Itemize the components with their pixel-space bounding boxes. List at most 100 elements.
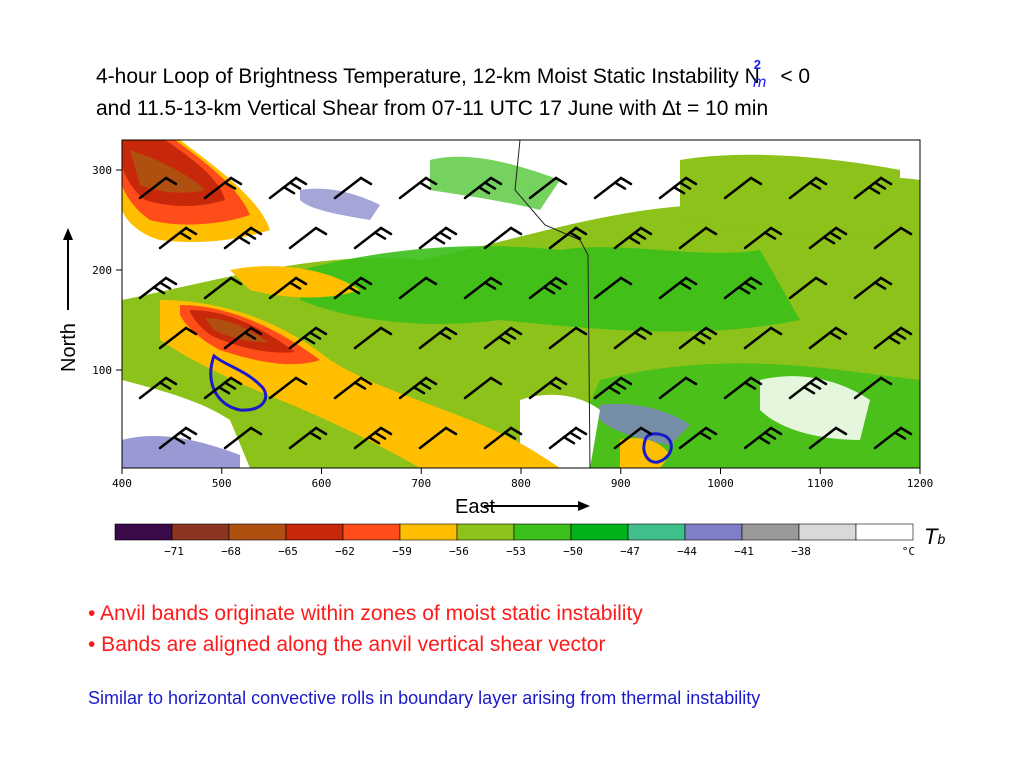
wind-barb [613, 226, 653, 250]
wind-barb [723, 176, 763, 200]
wind-barb [333, 276, 373, 300]
wind-barb [723, 376, 763, 400]
instability-contour [209, 353, 268, 412]
wind-barb [743, 426, 783, 450]
north-label: North [58, 323, 80, 372]
wind-barb [418, 326, 458, 350]
wind-barb [853, 376, 893, 400]
wind-barb [873, 426, 913, 450]
bullet-item: • Bands are aligned along the anvil vert… [88, 633, 606, 656]
wind-barb [853, 176, 893, 200]
wind-barb [853, 276, 893, 300]
wind-barb [418, 426, 458, 450]
north-arrow-head [63, 228, 73, 240]
wind-barb [788, 176, 828, 200]
x-tick-label: 800 [511, 477, 531, 490]
x-tick-label: 500 [212, 477, 232, 490]
wind-barb [613, 326, 653, 350]
wind-barb [138, 376, 178, 400]
colorbar-swatch [456, 523, 515, 541]
wind-barb [398, 276, 438, 300]
colorbar-unit: °C [902, 545, 915, 558]
title-line-1-tail: < 0 [780, 65, 811, 88]
brightness-temperature-map: 400 500 600 700 800 900 1000 1100 1200 300 200 100… [63, 139, 933, 558]
wind-barb [223, 226, 263, 250]
wind-barb [788, 276, 828, 300]
wind-barb [548, 226, 588, 250]
wind-barb [808, 226, 848, 250]
x-tick-label: 1000 [707, 477, 734, 490]
wind-barb [548, 326, 588, 350]
colorbar-swatch [855, 523, 914, 541]
y-tick-label: 200 [92, 264, 112, 277]
x-tick-label: 900 [611, 477, 631, 490]
wind-barb [223, 426, 263, 450]
colorbar-tick-label: −68 [221, 545, 241, 558]
colorbar-label: Tb [924, 524, 945, 550]
wind-barb [353, 226, 393, 250]
east-label: East [455, 496, 496, 518]
wind-barb [658, 276, 698, 300]
title-line-1: 4-hour Loop of Brightness Temperature, 1… [96, 57, 996, 94]
wind-barb [353, 426, 393, 450]
slide-title: 4-hour Loop of Brightness Temperature, 1… [96, 57, 996, 124]
wind-barb [873, 226, 913, 250]
wind-barb [268, 176, 308, 200]
wind-barb [873, 326, 913, 350]
colorbar-tick-label: −53 [506, 545, 526, 558]
wind-barb [613, 426, 653, 450]
wind-barb [138, 176, 178, 200]
colorbar-label-sub: b [937, 531, 946, 547]
colorbar-swatch [684, 523, 743, 541]
wind-barb [398, 376, 438, 400]
y-tick-label: 100 [92, 364, 112, 377]
y-axis: 300 200 100 [92, 164, 122, 377]
wind-barb [658, 376, 698, 400]
wind-barb [203, 276, 243, 300]
colorbar-swatch [228, 523, 287, 541]
wind-barb [333, 376, 373, 400]
wind-barb [203, 376, 243, 400]
wind-barb [723, 276, 763, 300]
colorbar-swatch [114, 523, 173, 541]
colorbar-tick-label: −62 [335, 545, 355, 558]
colorbar-swatch [342, 523, 401, 541]
colorbar-tick-label: −71 [164, 545, 184, 558]
colorbar: −71 −68 −65 −62 −59 −56 −53 −50 −47 −44 −41 −38 °C [114, 523, 915, 558]
colorbar-tick-label: −56 [449, 545, 469, 558]
colorbar-swatch [171, 523, 230, 541]
wind-barb [463, 376, 503, 400]
x-tick-label: 1200 [907, 477, 934, 490]
wind-barb [268, 276, 308, 300]
colorbar-swatch [741, 523, 800, 541]
wind-barb [288, 226, 328, 250]
wind-barb [483, 226, 523, 250]
colorbar-tick-label: −41 [734, 545, 754, 558]
wind-barb [463, 176, 503, 200]
wind-barb [808, 326, 848, 350]
wind-barb [593, 176, 633, 200]
wind-barb [593, 276, 633, 300]
wind-barb [678, 326, 718, 350]
wind-barb [288, 426, 328, 450]
colorbar-tick-label: −50 [563, 545, 583, 558]
colorbar-tick-label: −59 [392, 545, 412, 558]
wind-barb [463, 276, 503, 300]
bullet-list: • Anvil bands originate within zones of … [88, 598, 643, 660]
wind-barb [138, 276, 178, 300]
colorbar-swatch [627, 523, 686, 541]
wind-barb [158, 426, 198, 450]
x-axis: 400 500 600 700 800 900 1000 1100 1200 [112, 468, 933, 490]
wind-barb [528, 276, 568, 300]
x-tick-label: 400 [112, 477, 132, 490]
x-tick-label: 1100 [807, 477, 834, 490]
border-line [514, 139, 591, 469]
wind-barb [333, 176, 373, 200]
wind-barb [398, 176, 438, 200]
wind-barb [483, 426, 523, 450]
wind-barb [593, 376, 633, 400]
wind-barb [678, 226, 718, 250]
colorbar-swatch [285, 523, 344, 541]
colorbar-swatch [570, 523, 629, 541]
bullet-item: • Anvil bands originate within zones of … [88, 602, 643, 625]
